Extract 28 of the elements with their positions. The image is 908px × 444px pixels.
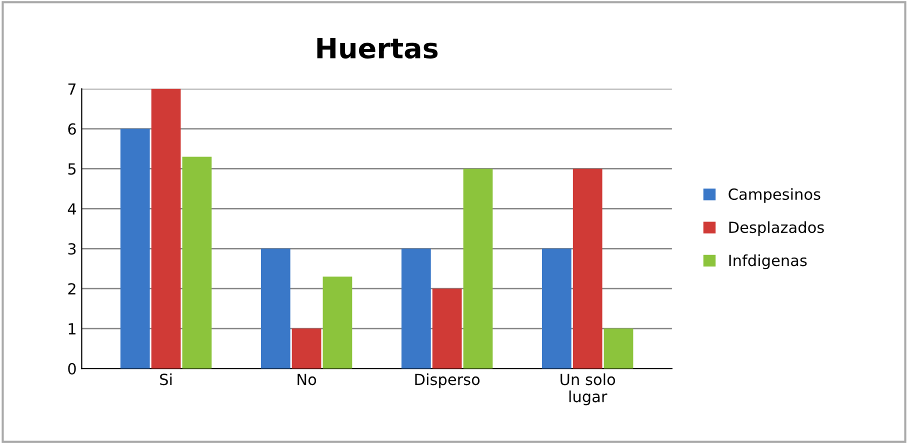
bar [604, 328, 634, 369]
y-tick-label: 7 [68, 83, 76, 95]
bar [542, 248, 572, 369]
x-tick-label: Disperso [415, 373, 480, 388]
bar [322, 276, 352, 369]
x-tick-label: No [298, 374, 316, 386]
legend-label: Campesinos [728, 188, 820, 203]
bar [463, 168, 493, 369]
y-tick-label: 6 [68, 123, 76, 135]
bar [432, 288, 462, 369]
x-tick-label: Un solo lugar [560, 373, 616, 406]
bar [151, 88, 181, 369]
chart-title: Huertas [317, 38, 438, 59]
bar [120, 128, 150, 369]
y-tick-label: 0 [68, 362, 76, 375]
bar [292, 328, 322, 369]
legend-label: Infdigenas [729, 254, 807, 270]
bar [182, 156, 212, 369]
y-tick-label: 5 [68, 163, 76, 175]
x-tick-label: Si [160, 373, 172, 386]
bar [260, 248, 290, 369]
y-tick-label: 3 [68, 243, 76, 255]
bar [401, 248, 431, 369]
y-tick-label: 2 [68, 283, 76, 294]
bar [572, 168, 602, 369]
legend-label: Desplazados [729, 221, 824, 236]
y-tick-label: 4 [68, 203, 76, 214]
y-tick-label: 1 [68, 323, 76, 334]
